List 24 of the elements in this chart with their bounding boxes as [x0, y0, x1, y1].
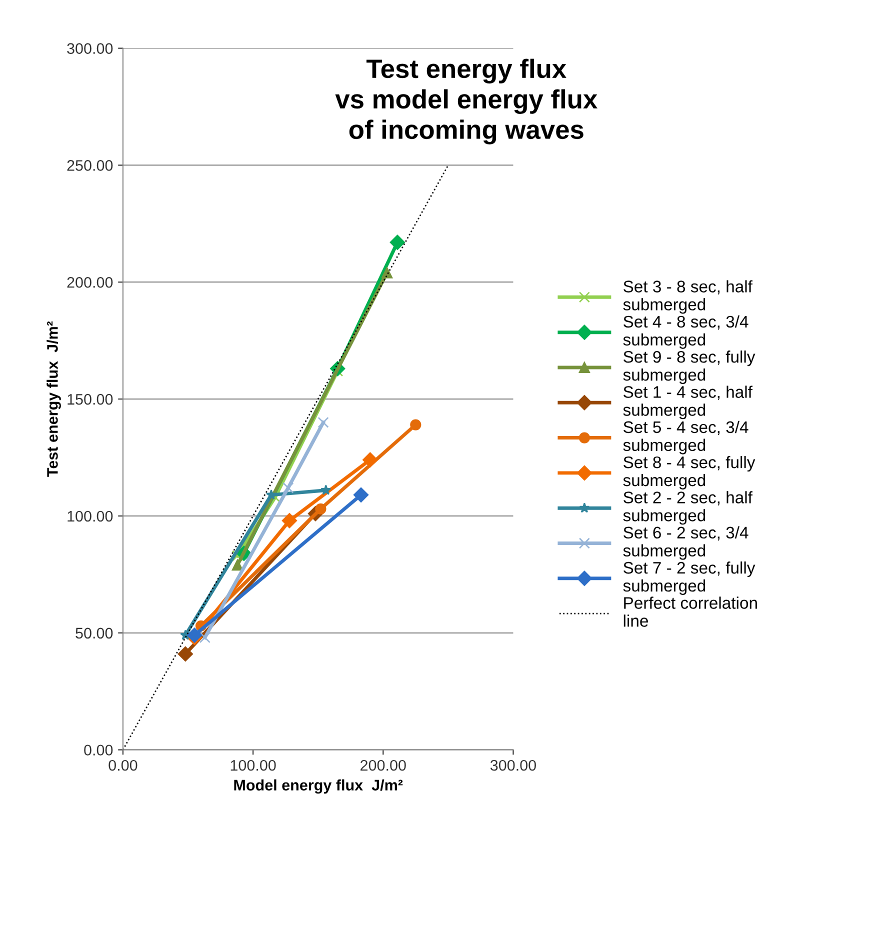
- legend-label: Set 1 - 4 sec, half submerged: [623, 386, 752, 420]
- y-tick-label: 50.00: [76, 628, 113, 639]
- legend-label: Set 6 - 2 sec, 3/4 submerged: [623, 526, 748, 560]
- legend-label: Set 3 - 8 sec, half submerged: [623, 280, 752, 314]
- x-tick-label: 200.00: [360, 760, 406, 771]
- x-tick-label: 300.00: [490, 760, 536, 771]
- legend-label: Set 4 - 8 sec, 3/4 submerged: [623, 315, 748, 349]
- x-tick-label: 100.00: [230, 760, 276, 771]
- legend-label: Perfect correlation line: [624, 596, 757, 627]
- legend-label: Set 2 - 2 sec, half submerged: [623, 491, 752, 525]
- legend-label: Set 9 - 8 sec, fully submerged: [623, 350, 756, 384]
- x-axis-title: Model energy flux J/m²: [234, 779, 403, 794]
- x-tick-label: 0.00: [108, 760, 138, 771]
- legend-label: Set 7 - 2 sec, fully submerged: [623, 561, 756, 595]
- text: Test energy flux vs model energy flux of incoming waves: [335, 58, 598, 144]
- y-tick-label: 200.00: [67, 276, 113, 288]
- legend-label: Set 5 - 4 sec, 3/4 submerged: [623, 420, 748, 454]
- legend-label: Set 8 - 4 sec, fully submerged: [623, 456, 756, 490]
- y-tick-label: 250.00: [67, 160, 113, 171]
- y-axis-title: Test energy flux J/m²: [46, 321, 61, 477]
- y-tick-label: 150.00: [68, 394, 113, 405]
- y-tick-label: 300.00: [67, 43, 113, 54]
- y-tick-label: 0.00: [84, 744, 113, 756]
- y-tick-label: 100.00: [68, 510, 113, 522]
